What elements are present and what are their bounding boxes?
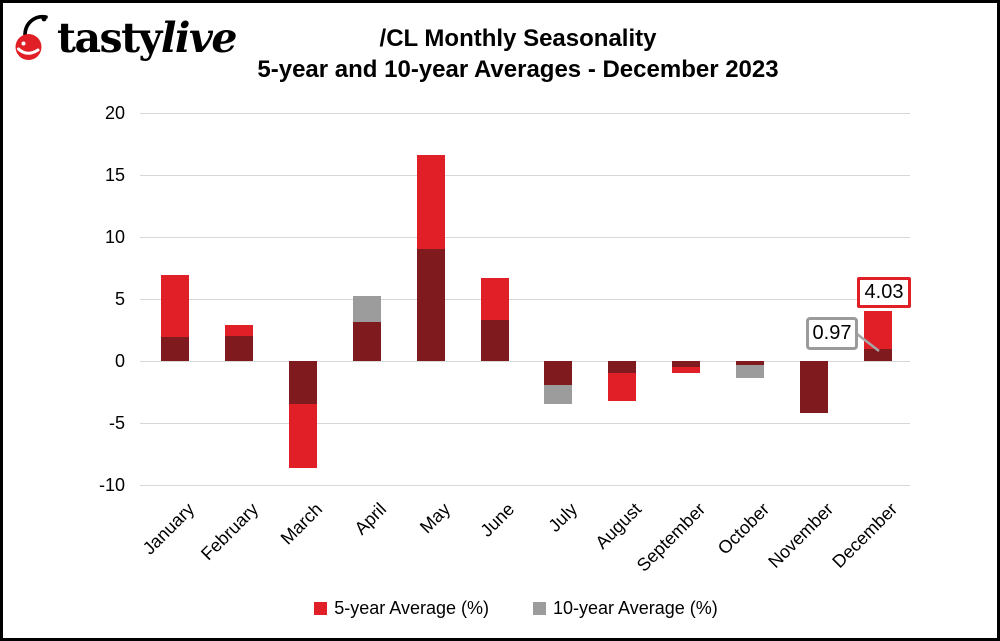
chart-subtitle: 5-year and 10-year Averages - December 2…	[257, 56, 779, 83]
bar-overlap-october	[736, 361, 765, 365]
brand-wordmark: tastylive	[57, 14, 238, 62]
bar-10yr-april	[352, 296, 381, 323]
tastylive-logo: tastylive	[15, 11, 238, 62]
x-axis-label-january: January	[138, 499, 199, 559]
bar-overlap-february	[224, 336, 253, 361]
bar-overlap-june	[480, 320, 509, 361]
bar-overlap-november	[800, 361, 829, 414]
x-axis-label-november: November	[764, 499, 838, 572]
y-tick-label--5: -5	[108, 413, 125, 434]
gridline-5	[140, 298, 910, 300]
x-axis-label-march: March	[276, 499, 326, 549]
callout-leader-line	[856, 333, 880, 352]
bar-overlap-july	[544, 361, 573, 385]
y-tick-label-0: 0	[114, 351, 125, 371]
bar-5yr-february	[224, 324, 253, 337]
gridline-15	[140, 174, 910, 176]
y-tick-label-20: 20	[104, 102, 125, 123]
gridline--5	[140, 423, 910, 425]
cherry-icon	[15, 14, 48, 60]
x-axis-label-october: October	[713, 499, 774, 559]
legend-item-10yr: 10-year Average (%)	[532, 598, 718, 619]
brand-first: tasty	[57, 14, 162, 62]
chart-title: /CL Monthly Seasonality	[379, 25, 657, 52]
legend: 5-year Average (%) 10-year Average (%)	[19, 598, 997, 619]
gridline--10	[140, 485, 910, 487]
x-axis-label-april: April	[350, 499, 390, 539]
bar-overlap-august	[608, 361, 637, 374]
x-axis-label-july: July	[544, 499, 582, 536]
callout-10yr-december: 0.97	[806, 317, 858, 350]
bar-5yr-august	[608, 373, 637, 401]
y-tick-label--10: -10	[98, 475, 125, 496]
bar-5yr-june	[480, 277, 509, 320]
bar-overlap-may	[416, 249, 445, 361]
bar-5yr-january	[160, 275, 189, 338]
brand-second: live	[160, 14, 238, 62]
bar-5yr-march	[288, 404, 317, 468]
x-axis-label-august: August	[591, 499, 646, 553]
bar-overlap-january	[160, 337, 189, 361]
x-axis-label-september: September	[633, 499, 710, 576]
y-tick-label-10: 10	[104, 226, 125, 247]
x-axis-label-may: May	[415, 499, 454, 538]
x-axis-label-december: December	[828, 499, 902, 572]
gridline-0	[140, 361, 910, 362]
bar-overlap-september	[672, 361, 701, 367]
legend-swatch-5yr	[314, 602, 328, 615]
y-tick-label-15: 15	[104, 164, 125, 185]
bar-overlap-december	[864, 348, 893, 361]
gridline-10	[140, 236, 910, 238]
legend-swatch-10yr	[532, 602, 546, 615]
legend-label-10yr: 10-year Average (%)	[552, 598, 718, 618]
x-axis-label-june: June	[475, 499, 518, 541]
legend-label-5yr: 5-year Average (%)	[334, 598, 489, 618]
chart-title-block: /CL Monthly Seasonality 5-year and 10-ye…	[218, 23, 818, 85]
legend-item-5yr: 5-year Average (%)	[314, 598, 489, 619]
bar-overlap-march	[288, 361, 317, 405]
x-axis-label-february: February	[196, 499, 263, 565]
bar-overlap-april	[352, 322, 381, 361]
plot-area: 20 15 10 5 0 -5 -10 January February March April Ma…	[3, 3, 997, 638]
bar-10yr-october	[736, 364, 765, 379]
bar-10yr-july	[544, 384, 573, 405]
callout-5yr-december: 4.03	[857, 277, 911, 308]
bar-5yr-may	[416, 154, 445, 250]
gridline-20	[140, 112, 910, 114]
y-tick-label-5: 5	[114, 288, 125, 309]
bar-5yr-september	[672, 366, 701, 374]
